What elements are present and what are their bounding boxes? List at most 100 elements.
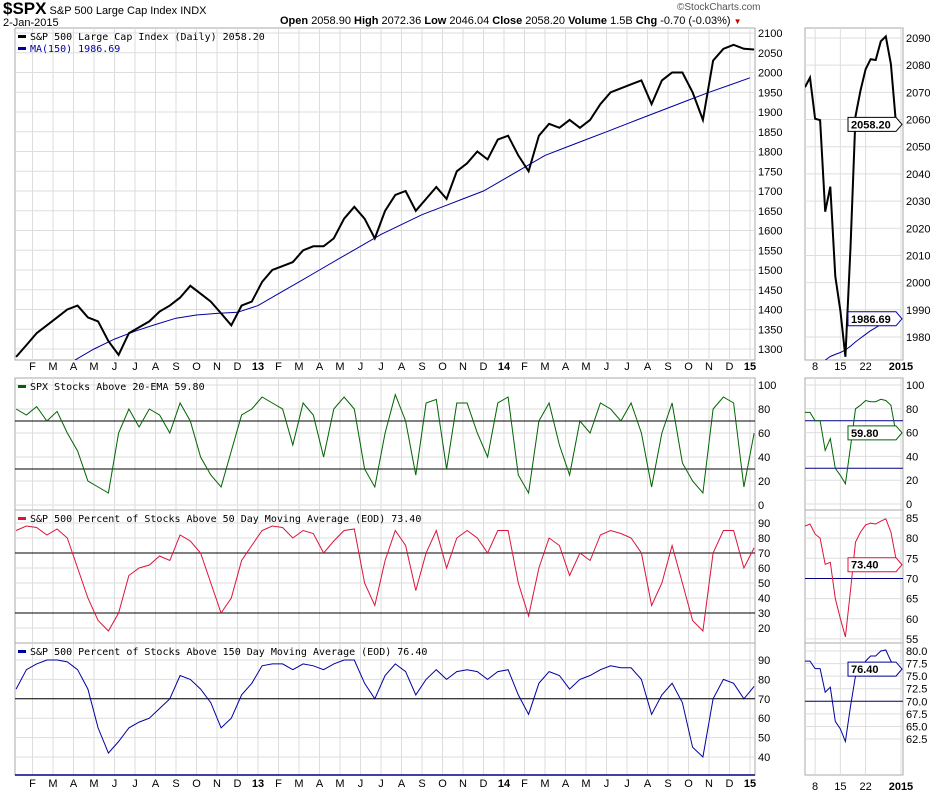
y-tick-label: 90 (758, 518, 770, 530)
x-tick-label: A (398, 361, 406, 373)
x-tick-label: 15 (744, 361, 756, 373)
y-tick-label: 30 (758, 608, 770, 620)
panel-frame (14, 377, 756, 511)
detail-y-tick-label: 80 (906, 404, 918, 416)
x-tick-label: M (540, 361, 549, 373)
x-tick-label: M (89, 361, 98, 373)
ema20-legend-swatch (18, 385, 26, 388)
y-tick-label: 1550 (758, 245, 782, 257)
x-tick-label: O (192, 778, 201, 790)
y-tick-label: 100 (758, 380, 776, 392)
ema20-value-tag-box (847, 425, 903, 441)
panel-frame (14, 509, 756, 644)
close-label: Close (492, 15, 523, 27)
y-tick-label: 1500 (758, 265, 782, 277)
ma150-line (74, 77, 751, 360)
close-value: 2058.20 (525, 15, 566, 27)
detail-panel-frame (804, 27, 904, 361)
ma-legend: MA(150) 1986.69 (30, 44, 120, 55)
x-tick-label: M (48, 778, 57, 790)
x-tick-label: O (684, 778, 693, 790)
detail-y-tick-label: 72.5 (906, 684, 927, 696)
detail-y-tick-label: 2050 (906, 142, 930, 154)
open-value: 2058.90 (311, 15, 351, 27)
x-tick-label: J (358, 361, 364, 373)
y-tick-label: 1300 (758, 344, 782, 356)
y-tick-label: 40 (758, 452, 770, 464)
y-tick-label: 1800 (758, 147, 782, 159)
x-tick-label: J (132, 361, 138, 373)
y-tick-label: 50 (758, 578, 770, 590)
detail-panel-frame (804, 377, 904, 511)
x-tick-label: N (213, 361, 221, 373)
x-tick-label: D (234, 778, 242, 790)
ema20-value-tag: 59.80 (851, 428, 879, 440)
x-tick-label: N (459, 778, 467, 790)
price-legend: S&P 500 Large Cap Index (Daily) 2058.20 (30, 32, 265, 43)
y-tick-label: 2000 (758, 68, 782, 80)
y-tick-label: 2050 (758, 48, 782, 60)
pct50-value-tag: 73.40 (851, 560, 879, 572)
x-tick-label: D (234, 361, 242, 373)
x-tick-label: J (604, 361, 610, 373)
y-tick-label: 1900 (758, 107, 782, 119)
y-tick-label: 50 (758, 733, 770, 745)
index-name: S&P 500 Large Cap Index (49, 5, 178, 17)
x-tick-label: A (562, 778, 570, 790)
x-tick-label: D (480, 361, 488, 373)
detail-y-tick-label: 85 (906, 513, 918, 525)
x-tick-label: M (581, 778, 590, 790)
x-tick-label: 13 (252, 778, 264, 790)
detail-y-tick-label: 2000 (906, 278, 930, 290)
low-value: 2046.04 (449, 15, 490, 27)
x-tick-label: O (192, 361, 201, 373)
x-tick-label: M (294, 778, 303, 790)
x-tick-label: 15 (744, 778, 756, 790)
y-tick-label: 90 (758, 655, 770, 667)
detail-y-tick-label: 55 (906, 634, 918, 646)
detail-y-tick-label: 80 (906, 533, 918, 545)
low-label: Low (424, 15, 447, 27)
x-tick-label: A (70, 361, 78, 373)
ema20-line (15, 392, 755, 495)
y-tick-label: 20 (758, 623, 770, 635)
x-tick-label: S (418, 778, 425, 790)
x-tick-label: F (275, 361, 282, 373)
detail-y-tick-label: 20 (906, 475, 918, 487)
detail-y-tick-label: 1980 (906, 332, 930, 344)
x-tick-label: M (540, 778, 549, 790)
chg-label: Chg (635, 15, 658, 27)
x-tick-label: J (604, 778, 610, 790)
x-tick-label: A (152, 361, 160, 373)
y-tick-label: 0 (758, 500, 764, 512)
detail-y-tick-label: 2030 (906, 196, 930, 208)
detail-y-tick-label: 2040 (906, 169, 930, 181)
x-tick-label: O (438, 361, 447, 373)
detail-y-tick-label: 67.5 (906, 709, 927, 721)
pct150-line (15, 659, 755, 758)
y-tick-label: 40 (758, 593, 770, 605)
y-tick-label: 60 (758, 428, 770, 440)
detail-y-tick-label: 60 (906, 614, 918, 626)
x-tick-label: 13 (252, 361, 264, 373)
x-tick-label: D (726, 778, 734, 790)
x-tick-label: M (335, 778, 344, 790)
detail-y-tick-label: 70.0 (906, 696, 927, 708)
detail-y-tick-label: 2020 (906, 223, 930, 235)
x-tick-label: J (112, 361, 118, 373)
detail-y-tick-label: 40 (906, 451, 918, 463)
detail-y-tick-label: 2090 (906, 33, 930, 45)
x-tick-label: 14 (498, 361, 511, 373)
detail-y-tick-label: 65 (906, 594, 918, 606)
price-line (15, 43, 755, 358)
x-tick-label: M (48, 361, 57, 373)
y-tick-label: 80 (758, 533, 770, 545)
detail-y-tick-label: 77.5 (906, 659, 927, 671)
x-tick-label: F (521, 778, 528, 790)
detail-x-tick-label: 22 (859, 781, 871, 793)
detail-y-tick-label: 70 (906, 573, 918, 585)
detail-y-tick-label: 75.0 (906, 671, 927, 683)
x-tick-label: A (398, 778, 406, 790)
detail-y-tick-label: 2070 (906, 87, 930, 99)
x-tick-label: J (624, 778, 630, 790)
